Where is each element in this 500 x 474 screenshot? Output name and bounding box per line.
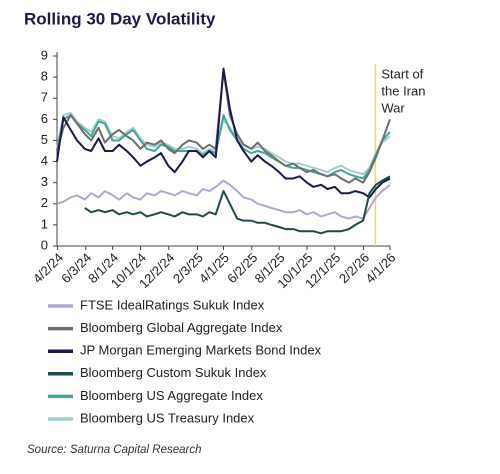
y-tick-label: 8 (41, 69, 48, 84)
y-tick-label: 3 (41, 174, 48, 189)
x-tick-label: 4/1/25 (196, 250, 232, 286)
x-tick-label: 4/2/24 (30, 250, 66, 286)
series-line (56, 179, 391, 220)
series-line (84, 175, 391, 235)
series-line (56, 114, 391, 180)
x-tick-label: 4/1/26 (362, 250, 398, 286)
y-tick-label: 9 (41, 47, 48, 62)
chart-title: Rolling 30 Day Volatility (24, 9, 216, 28)
series-line (56, 67, 391, 199)
annotation-text: Start of (381, 66, 423, 81)
x-tick-label: 6/2/25 (224, 250, 260, 286)
source: Source: Saturna Capital Research (27, 444, 202, 456)
y-tick-label: 1 (41, 216, 48, 231)
legend-label: Bloomberg US Aggregate Index (80, 388, 263, 403)
legend-label: Bloomberg US Treasury Index (80, 410, 255, 425)
y-tick-label: 0 (41, 237, 48, 252)
y-tick-label: 2 (41, 195, 48, 210)
y-tick-label: 7 (41, 90, 48, 105)
legend-label: FTSE IdealRatings Sukuk Index (80, 297, 265, 312)
annotation-text: the Iran (381, 83, 425, 98)
legend-label: JP Morgan Emerging Markets Bond Index (80, 343, 322, 358)
series-line (56, 112, 391, 176)
y-tick-label: 5 (41, 132, 48, 147)
annotation-text: War (381, 100, 405, 115)
y-tick-label: 6 (41, 111, 48, 126)
legend-label: Bloomberg Global Aggregate Index (80, 320, 283, 335)
y-tick-label: 4 (41, 153, 48, 168)
legend-label: Bloomberg Custom Sukuk Index (80, 365, 267, 380)
